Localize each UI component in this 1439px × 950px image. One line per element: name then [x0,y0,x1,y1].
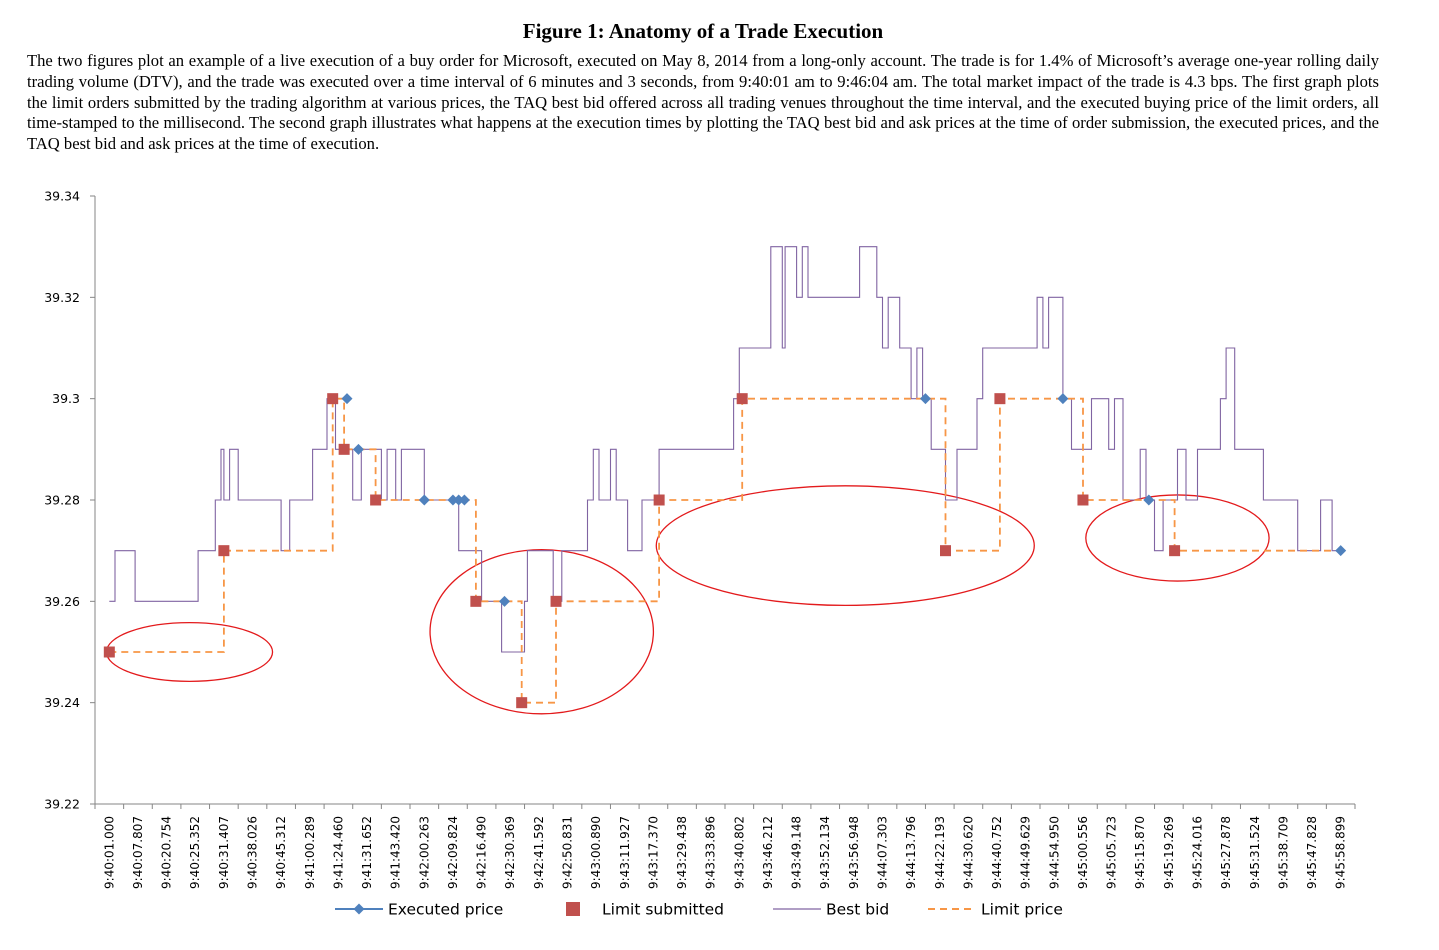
x-tick-label: 9:42:30.369 [503,816,517,889]
x-tick-label: 9:45:27.878 [1219,816,1233,889]
x-tick-label: 9:43:40.802 [732,816,746,889]
x-tick-label: 9:44:13.796 [904,816,918,889]
executed-price-marker [418,494,430,506]
legend-label: Best bid [826,901,889,919]
legend-marker-limit-submitted [566,902,580,916]
executed-price-marker [341,393,353,405]
x-tick-label: 9:41:00.289 [303,816,317,889]
legend-label: Executed price [388,901,503,919]
executed-price-marker [458,494,470,506]
y-tick-label: 39.34 [44,189,80,204]
x-tick-label: 9:43:17.370 [646,816,660,889]
limit-submitted-marker [470,595,482,607]
x-tick-label: 9:43:33.896 [704,816,718,889]
executed-price-marker [499,595,510,607]
limit-submitted-marker [218,545,230,557]
highlight-ellipse [429,549,655,715]
x-tick-label: 9:42:50.831 [561,816,575,889]
x-tick-label: 9:45:19.269 [1162,816,1176,889]
x-tick-label: 9:44:22.193 [933,816,947,889]
x-tick-label: 9:40:45.312 [274,816,288,889]
figure-title: Figure 1: Anatomy of a Trade Execution [522,19,884,43]
x-tick-label: 9:44:54.950 [1047,816,1061,889]
x-tick-label: 9:42:00.263 [417,816,431,889]
x-tick-label: 9:42:09.824 [446,816,460,889]
x-tick-label: 9:40:25.352 [188,816,202,889]
limit-submitted-marker [516,697,528,709]
x-tick-label: 9:42:16.490 [475,816,489,889]
limit-submitted-marker [1077,494,1089,506]
executed-price-series [341,393,1347,607]
limit-submitted-series [103,393,1181,709]
executed-price-marker [447,494,459,506]
limit-submitted-marker [653,494,665,506]
x-tick-label: 9:43:00.890 [589,816,603,889]
x-tick-label: 9:44:07.303 [876,816,890,889]
x-tick-label: 9:44:30.620 [961,816,975,889]
y-tick-label: 39.28 [44,493,80,508]
limit-submitted-marker [940,545,951,557]
limit-price-line [109,397,1341,704]
x-tick-label: 9:45:31.524 [1248,816,1262,889]
x-tick-label: 9:45:00.556 [1076,816,1090,889]
executed-price-marker [1335,545,1347,557]
axes: 39.22 39.24 39.26 39.28 39.3 39.32 39.34 9:40:0… [44,189,1356,889]
x-tick-label: 9:40:38.026 [246,816,260,889]
legend-label: Limit price [981,901,1063,919]
y-tick-label: 39.32 [44,290,80,305]
x-tick-label: 9:41:31.652 [360,816,374,889]
limit-price-series [109,397,1341,704]
limit-submitted-marker [103,646,115,658]
x-tick-label: 9:40:07.807 [131,816,145,889]
legend-marker-executed-price [353,903,365,915]
limit-submitted-marker [327,393,339,405]
x-tick-label: 9:45:58.899 [1334,816,1348,889]
chart-legend: Executed price Limit submitted Best bid Lim… [335,901,1063,919]
x-tick-label: 9:43:49.148 [790,816,804,889]
x-tick-label: 9:43:52.134 [818,816,832,889]
executed-price-marker [453,494,465,506]
x-tick-label: 9:45:38.709 [1276,816,1290,889]
x-tick-label: 9:41:43.420 [389,816,403,889]
executed-price-marker [1057,393,1069,405]
executed-price-marker [919,393,931,405]
y-tick-label: 39.26 [44,594,80,609]
executed-price-marker [1143,494,1155,506]
limit-submitted-marker [338,443,350,455]
x-tick-label: 9:43:56.948 [847,816,861,889]
executed-price-marker [352,443,364,455]
limit-submitted-marker [736,393,748,405]
y-tick-label: 39.24 [44,695,80,710]
x-tick-label: 9:43:46.212 [761,816,775,889]
highlight-ellipse [655,485,1035,607]
x-tick-label: 9:45:47.828 [1305,816,1319,889]
figure-caption: The two figures plot an example of a liv… [27,51,1379,154]
limit-submitted-marker [1169,545,1181,557]
y-tick-label: 39.22 [44,797,80,812]
limit-submitted-marker [550,595,562,607]
highlight-ellipse [105,621,274,683]
highlight-ellipse [1085,494,1270,582]
x-tick-label: 9:44:49.629 [1019,816,1033,889]
x-tick-label: 9:40:20.754 [160,816,174,889]
x-tick-label: 9:42:41.592 [532,816,546,889]
x-tick-label: 9:45:05.723 [1105,816,1119,889]
x-tick-label: 9:40:01.000 [102,816,116,889]
x-tick-label: 9:43:11.927 [618,816,632,889]
x-tick-label: 9:40:31.407 [217,816,231,889]
y-tick-label: 39.3 [52,391,80,406]
limit-submitted-marker [370,494,382,506]
x-tick-label: 9:45:24.016 [1191,816,1205,889]
limit-submitted-marker [994,393,1006,405]
legend-label: Limit submitted [602,901,724,919]
x-tick-label: 9:41:24.460 [331,816,345,889]
x-tick-label: 9:44:40.752 [990,816,1004,889]
x-tick-label: 9:43:29.438 [675,816,689,889]
x-tick-label: 9:45:15.870 [1133,816,1147,889]
